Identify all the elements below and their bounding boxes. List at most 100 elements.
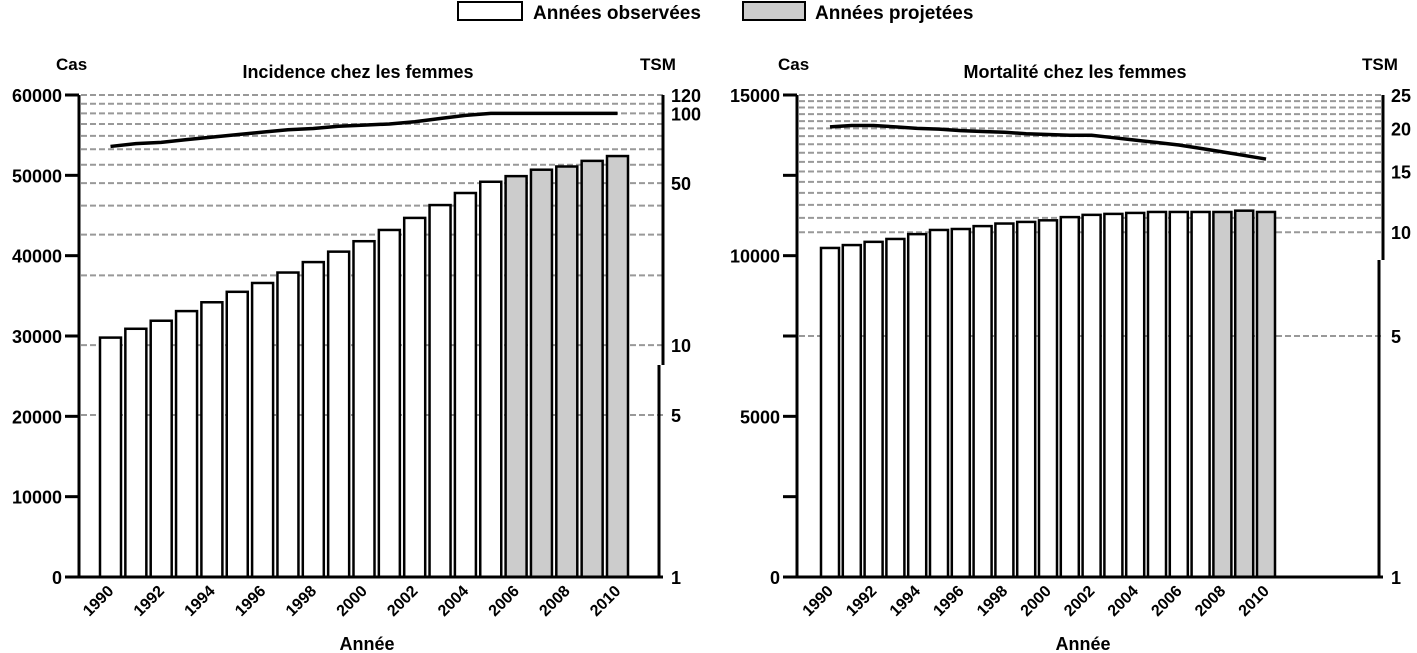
y-tick-label: 5000: [740, 407, 780, 427]
bar-observed: [1190, 210, 1211, 579]
bar-observed: [1168, 210, 1190, 579]
bar-observed: [1146, 210, 1168, 579]
bar-projected: [504, 174, 528, 579]
y2-axis-label: TSM: [640, 55, 676, 74]
x-tick-label: 2000: [1018, 583, 1055, 620]
y-tick-label: 0: [52, 568, 62, 588]
x-tick-label: 2008: [536, 583, 573, 620]
x-tick-label: 2004: [435, 583, 472, 620]
bar-observed: [149, 319, 173, 579]
bar-observed: [928, 228, 950, 579]
bar-observed: [863, 240, 884, 579]
bar-observed: [972, 224, 993, 579]
x-tick-label: 1992: [131, 583, 168, 620]
bar-observed: [326, 250, 351, 579]
bar-observed: [377, 228, 402, 579]
bar-observed: [250, 281, 275, 579]
bar-observed: [1015, 220, 1037, 579]
bar-projected: [1212, 210, 1233, 579]
y2-tick-label: 100: [671, 104, 701, 124]
bar-projected: [529, 168, 554, 579]
bar-observed: [906, 232, 928, 579]
x-tick-label: 1996: [232, 583, 269, 620]
y-axis-label: Cas: [56, 55, 87, 74]
bar-projected: [1233, 209, 1255, 579]
y-tick-label: 15000: [730, 86, 780, 106]
bar-observed: [453, 191, 478, 579]
bar-observed: [994, 222, 1015, 579]
bar-projected: [605, 154, 630, 579]
y2-axis-label: TSM: [1362, 55, 1398, 74]
x-tick-label: 2000: [334, 583, 371, 620]
bar-observed: [225, 290, 249, 579]
y2-tick-label: 1: [1391, 568, 1401, 588]
bar-observed: [124, 327, 148, 579]
y-tick-label: 40000: [12, 247, 62, 267]
y2-tick-label: 10: [671, 336, 691, 356]
bar-observed: [98, 336, 123, 579]
bar-observed: [1037, 219, 1059, 579]
x-tick-label: 2004: [1105, 583, 1142, 620]
legend-swatch-observed: [457, 1, 523, 21]
chart-title: Mortalité chez les femmes: [963, 62, 1186, 82]
bar-observed: [841, 243, 863, 579]
bar-observed: [1103, 212, 1124, 579]
bar-observed: [1081, 213, 1102, 579]
tsm-line: [829, 123, 1267, 161]
x-tick-label: 1998: [283, 583, 320, 620]
bar-observed: [1124, 211, 1146, 579]
mortality-chart: Mortalité chez les femmes Cas TSM Année …: [730, 55, 1411, 653]
tsm-line: [110, 111, 618, 149]
y2-tick-label: 10: [1391, 223, 1411, 243]
bar-observed: [301, 260, 326, 579]
y-tick-label: 60000: [12, 86, 62, 106]
x-tick-label: 1992: [843, 583, 880, 620]
bar-observed: [174, 309, 199, 579]
x-tick-label: 2010: [1236, 583, 1273, 620]
x-tick-label: 1996: [930, 583, 967, 620]
bar-projected: [555, 165, 579, 579]
x-tick-label: 2010: [587, 583, 624, 620]
x-tick-label: 1994: [887, 583, 924, 620]
legend-label-projected: Années projetées: [815, 3, 973, 24]
y-axis-label: Cas: [778, 55, 809, 74]
bar-observed: [479, 180, 503, 579]
bar-projected: [580, 159, 604, 579]
y2-tick-label: 120: [671, 86, 701, 106]
legend-label-observed: Années observées: [533, 3, 701, 24]
y-tick-label: 50000: [12, 166, 62, 186]
y2-tick-label: 5: [671, 406, 681, 426]
y-tick-label: 0: [770, 568, 780, 588]
x-axis-label: Année: [339, 634, 394, 653]
y-tick-label: 10000: [730, 247, 780, 267]
incidence-chart: Incidence chez les femmes Cas TSM Année …: [12, 55, 701, 653]
bar-observed: [352, 239, 376, 579]
bar-observed: [819, 246, 841, 579]
x-tick-label: 2002: [384, 583, 421, 620]
legend: Années observées Années projetées: [457, 1, 973, 24]
x-tick-label: 2006: [1148, 583, 1185, 620]
bar-observed: [200, 301, 224, 579]
y2-tick-label: 1: [671, 568, 681, 588]
y2-tick-label: 25: [1391, 86, 1411, 106]
y2-tick-label: 20: [1391, 119, 1411, 139]
y2-tick-label: 50: [671, 174, 691, 194]
x-tick-label: 1994: [182, 583, 219, 620]
bar-projected: [1255, 210, 1277, 579]
x-axis-label: Année: [1055, 634, 1110, 653]
y2-tick-label: 5: [1391, 327, 1401, 347]
bar-observed: [428, 203, 452, 579]
x-tick-label: 2006: [486, 583, 523, 620]
bar-observed: [950, 227, 972, 579]
legend-swatch-projected: [742, 1, 806, 21]
x-tick-label: 1990: [800, 583, 837, 620]
y-tick-label: 30000: [12, 327, 62, 347]
y-tick-label: 10000: [12, 488, 62, 508]
x-tick-label: 1998: [974, 583, 1011, 620]
x-tick-label: 1990: [80, 583, 117, 620]
bar-observed: [1059, 215, 1081, 579]
y-tick-label: 20000: [12, 407, 62, 427]
bar-observed: [885, 237, 906, 579]
bar-observed: [402, 216, 427, 579]
